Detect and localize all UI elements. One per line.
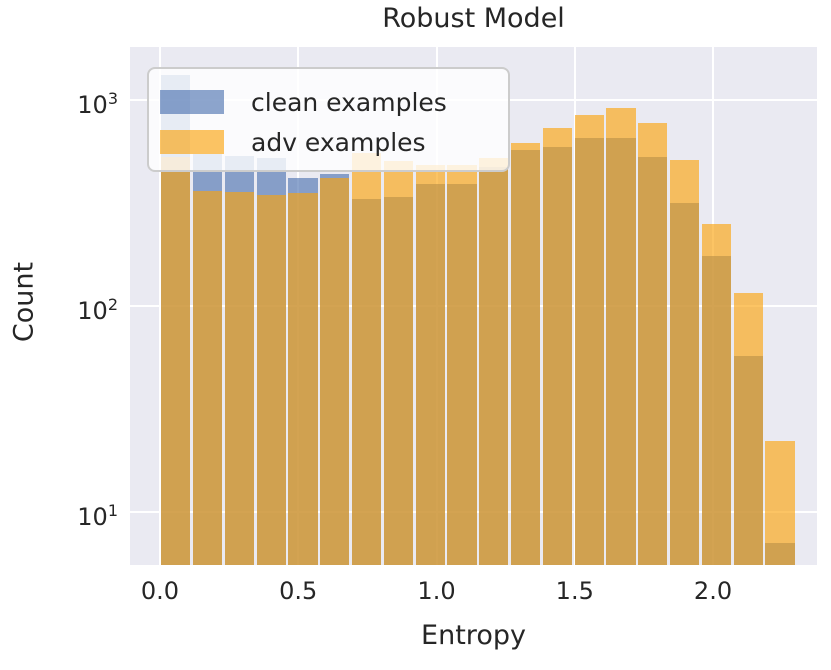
y-tick-label-10: 101: [77, 500, 118, 531]
x-tick-label-0.0: 0.0: [140, 577, 180, 605]
histogram-bar-adv-3: [256, 195, 286, 565]
legend: clean examples adv examples: [147, 67, 510, 172]
x-tick-label-0.5: 0.5: [279, 577, 318, 605]
histogram-bar-adv-11: [511, 143, 541, 565]
histogram-bar-adv-4: [288, 192, 318, 565]
histogram-bar-adv-5: [320, 177, 350, 565]
histogram-bar-adv-8: [415, 165, 445, 565]
legend-item-adv: adv examples: [160, 122, 508, 162]
x-axis-label: Entropy: [421, 620, 526, 651]
legend-label-clean: clean examples: [251, 87, 447, 117]
histogram-bar-adv-10: [479, 158, 509, 565]
legend-swatch-adv: [160, 130, 224, 154]
histogram-bar-adv-16: [670, 159, 700, 565]
histogram-bar-adv-14: [606, 107, 636, 565]
legend-label-adv: adv examples: [251, 127, 426, 157]
chart-title: Robust Model: [382, 3, 565, 34]
histogram-bar-adv-18: [733, 293, 763, 565]
histogram-bar-adv-2: [224, 191, 255, 565]
histogram-bar-adv-9: [447, 165, 477, 565]
y-tick-label-1000: 103: [77, 89, 118, 120]
histogram-bar-adv-0: [161, 156, 191, 565]
histogram-bar-adv-12: [542, 127, 573, 565]
gridline-x-0.0: [159, 47, 161, 565]
histogram-bar-adv-6: [352, 153, 382, 565]
y-tick-label-100: 102: [77, 294, 118, 325]
x-tick-label-1.5: 1.5: [555, 577, 594, 605]
x-tick-label-2.0: 2.0: [693, 577, 733, 605]
histogram-bar-adv-15: [638, 122, 668, 565]
x-tick-label-1.0: 1.0: [417, 577, 456, 605]
legend-swatch-clean: [160, 90, 224, 114]
histogram-bar-adv-1: [193, 190, 223, 565]
legend-item-clean: clean examples: [160, 82, 508, 122]
histogram-bar-adv-7: [383, 160, 414, 565]
histogram-bar-adv-19: [765, 441, 795, 565]
histogram-bar-adv-13: [574, 115, 604, 565]
histogram-bar-adv-17: [701, 223, 732, 565]
